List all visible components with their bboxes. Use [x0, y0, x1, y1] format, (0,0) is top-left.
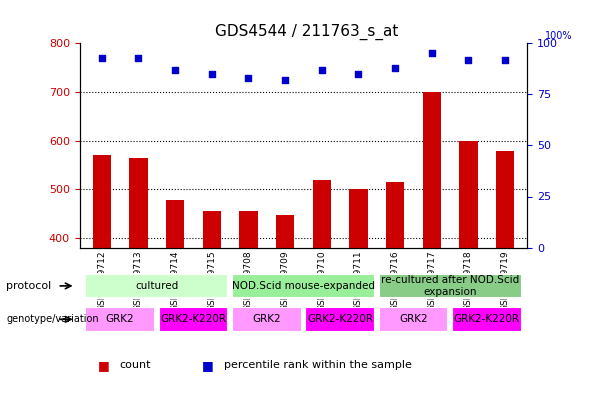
Point	[390, 64, 400, 71]
Point	[207, 71, 216, 77]
Text: GRK2-K220R: GRK2-K220R	[161, 314, 226, 324]
Text: GRK2: GRK2	[105, 314, 134, 324]
Point	[500, 57, 510, 63]
Point	[317, 67, 327, 73]
Text: 100%: 100%	[545, 31, 573, 41]
Text: protocol: protocol	[6, 281, 51, 291]
Bar	[379, 307, 448, 332]
Bar	[129, 158, 148, 248]
Point	[134, 54, 143, 61]
Bar	[386, 182, 405, 248]
Text: ■: ■	[202, 359, 214, 372]
Text: NOD.Scid mouse-expanded: NOD.Scid mouse-expanded	[232, 281, 375, 291]
Text: ■: ■	[98, 359, 110, 372]
Point	[354, 71, 364, 77]
Point	[427, 50, 436, 57]
Bar	[202, 211, 221, 248]
Bar	[93, 155, 111, 248]
Point	[243, 75, 253, 81]
Bar	[232, 307, 302, 332]
Bar	[276, 215, 294, 248]
Point	[463, 57, 473, 63]
Bar	[422, 92, 441, 248]
Text: GRK2-K220R: GRK2-K220R	[454, 314, 520, 324]
Text: cultured: cultured	[135, 281, 178, 291]
Bar	[459, 141, 478, 248]
Text: percentile rank within the sample: percentile rank within the sample	[224, 360, 411, 371]
Bar	[239, 211, 257, 248]
Bar	[349, 189, 368, 248]
Text: count: count	[120, 360, 151, 371]
Bar	[85, 274, 228, 298]
Bar	[85, 307, 155, 332]
Bar	[232, 274, 375, 298]
Bar	[166, 200, 185, 248]
Text: GRK2-K220R: GRK2-K220R	[307, 314, 373, 324]
Text: GRK2: GRK2	[253, 314, 281, 324]
Bar	[496, 151, 514, 248]
Point	[170, 67, 180, 73]
Bar	[379, 274, 522, 298]
Text: GRK2: GRK2	[399, 314, 428, 324]
Text: re-cultured after NOD.Scid
expansion: re-cultured after NOD.Scid expansion	[381, 275, 519, 297]
Bar	[452, 307, 522, 332]
Text: GDS4544 / 211763_s_at: GDS4544 / 211763_s_at	[215, 24, 398, 40]
Bar	[305, 307, 375, 332]
Point	[280, 77, 290, 83]
Bar	[313, 180, 331, 248]
Bar	[159, 307, 228, 332]
Point	[97, 54, 107, 61]
Text: genotype/variation: genotype/variation	[6, 314, 99, 324]
